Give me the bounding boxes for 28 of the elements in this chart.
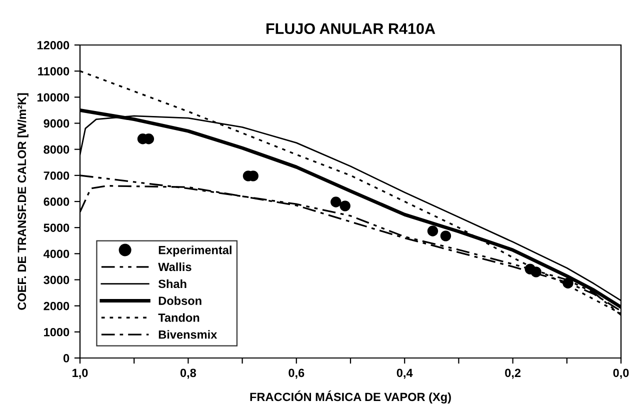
y-axis-title: COEF. DE TRANSF.DE CALOR [W/m²K]	[17, 93, 28, 310]
y-tick-label: 8000	[44, 145, 70, 154]
x-tick-label: 0,8	[180, 368, 196, 379]
x-tick-label: 0,0	[613, 368, 629, 379]
legend-label: Dobson	[158, 296, 202, 305]
y-tick-label: 9000	[44, 119, 70, 128]
y-tick-label: 3000	[44, 276, 70, 284]
legend-label: Bivensmix	[158, 330, 218, 339]
y-tick-label: 7000	[44, 171, 70, 180]
y-tick-label: 1000	[44, 328, 70, 336]
legend-label: Experimental	[158, 246, 232, 257]
x-tick-label: 0,2	[505, 368, 521, 379]
x-tick-label: 1,0	[72, 368, 88, 379]
y-tick-label: 12000	[38, 41, 70, 50]
x-axis-title: FRACCIÓN MÁSICA DE VAPOR (Xg)	[250, 390, 451, 404]
y-tick-label: 6000	[44, 198, 70, 206]
y-tick-label: 11000	[38, 67, 70, 76]
y-tick-label: 4000	[44, 250, 70, 258]
chart-title: FLUJO ANULAR R410A	[266, 23, 436, 34]
legend-label: Shah	[158, 279, 186, 288]
legend-label: Wallis	[158, 262, 192, 272]
x-tick-label: 0,6	[288, 368, 304, 379]
y-tick-label: 5000	[44, 224, 70, 232]
y-tick-label: 2000	[44, 302, 70, 310]
y-tick-label: 0	[63, 354, 70, 362]
legend-label: Tandon	[158, 313, 200, 322]
x-tick-label: 0,4	[396, 368, 413, 379]
y-tick-label: 10000	[38, 93, 70, 102]
